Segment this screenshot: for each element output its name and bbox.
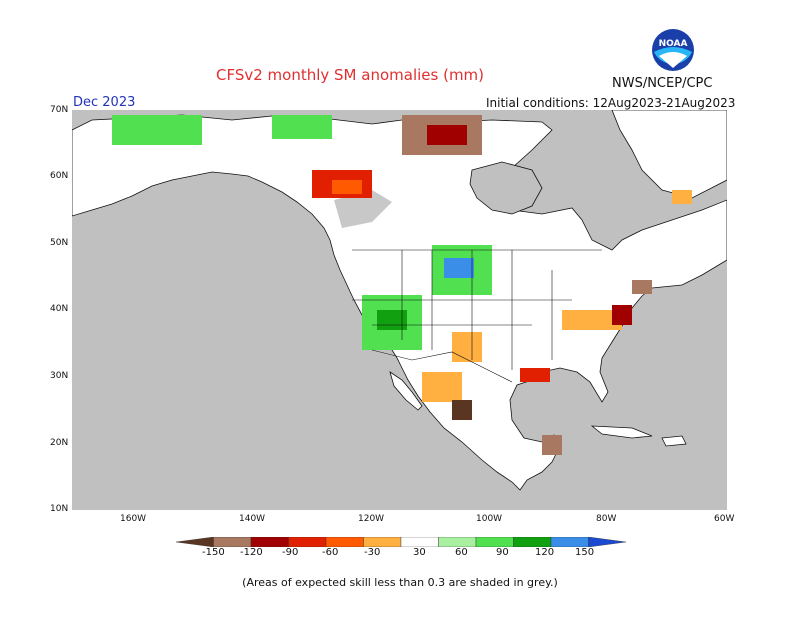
lat-label: 20N (50, 438, 69, 448)
lat-label: 70N (50, 105, 69, 115)
colorbar-segment (550, 537, 589, 547)
baja-california (389, 371, 423, 411)
colorbar-segment (363, 537, 402, 547)
low-skill-region (334, 190, 392, 228)
colorbar-segment (250, 537, 289, 547)
hudson-bay (469, 161, 543, 215)
colorbar-tick: -120 (240, 547, 263, 558)
lon-label: 100W (476, 514, 503, 524)
logo-text: NOAA (659, 39, 688, 49)
colorbar-segment (288, 537, 327, 547)
lon-label: 60W (714, 514, 735, 524)
skill-footnote: (Areas of expected skill less than 0.3 a… (242, 576, 558, 589)
lat-label: 10N (50, 504, 69, 514)
colorbar-segment (325, 537, 364, 547)
colorbar-segment (513, 537, 552, 547)
colorbar-segment (588, 537, 626, 547)
initial-conditions: Initial conditions: 12Aug2023-21Aug2023 (486, 96, 736, 110)
state-borders (352, 249, 602, 383)
lon-label: 140W (239, 514, 266, 524)
colorbar-tick: -90 (282, 547, 299, 558)
lon-label: 160W (120, 514, 147, 524)
colorbar-tick: -30 (364, 547, 381, 558)
colorbar-segment (213, 537, 252, 547)
anomaly-map (72, 110, 727, 510)
colorbar-tick: 120 (535, 547, 555, 558)
lon-label: 120W (358, 514, 385, 524)
colorbar-tick: -150 (202, 547, 225, 558)
agency-label: NWS/NCEP/CPC (612, 76, 713, 91)
lon-label: 80W (596, 514, 617, 524)
hispaniola (661, 435, 687, 447)
noaa-logo-icon: NOAA (652, 29, 694, 71)
colorbar-segment (438, 537, 477, 547)
colorbar-tick: 150 (575, 547, 595, 558)
cuba (590, 425, 653, 439)
greenland (611, 110, 727, 199)
colorbar-segment (176, 537, 214, 547)
lat-label: 60N (50, 171, 69, 181)
lat-label: 40N (50, 304, 69, 314)
anomaly-patches (112, 115, 692, 455)
colorbar-segment (475, 537, 514, 547)
colorbar-tick: -60 (322, 547, 339, 558)
colorbar-tick: 60 (455, 547, 468, 558)
colorbar-segment (400, 537, 439, 547)
lat-label: 30N (50, 371, 69, 381)
map-title: CFSv2 monthly SM anomalies (mm) (215, 66, 485, 84)
colorbar (176, 537, 626, 547)
colorbar-tick: 90 (496, 547, 509, 558)
forecast-period: Dec 2023 (73, 95, 136, 110)
lat-label: 50N (50, 238, 69, 248)
colorbar-tick: 30 (413, 547, 426, 558)
